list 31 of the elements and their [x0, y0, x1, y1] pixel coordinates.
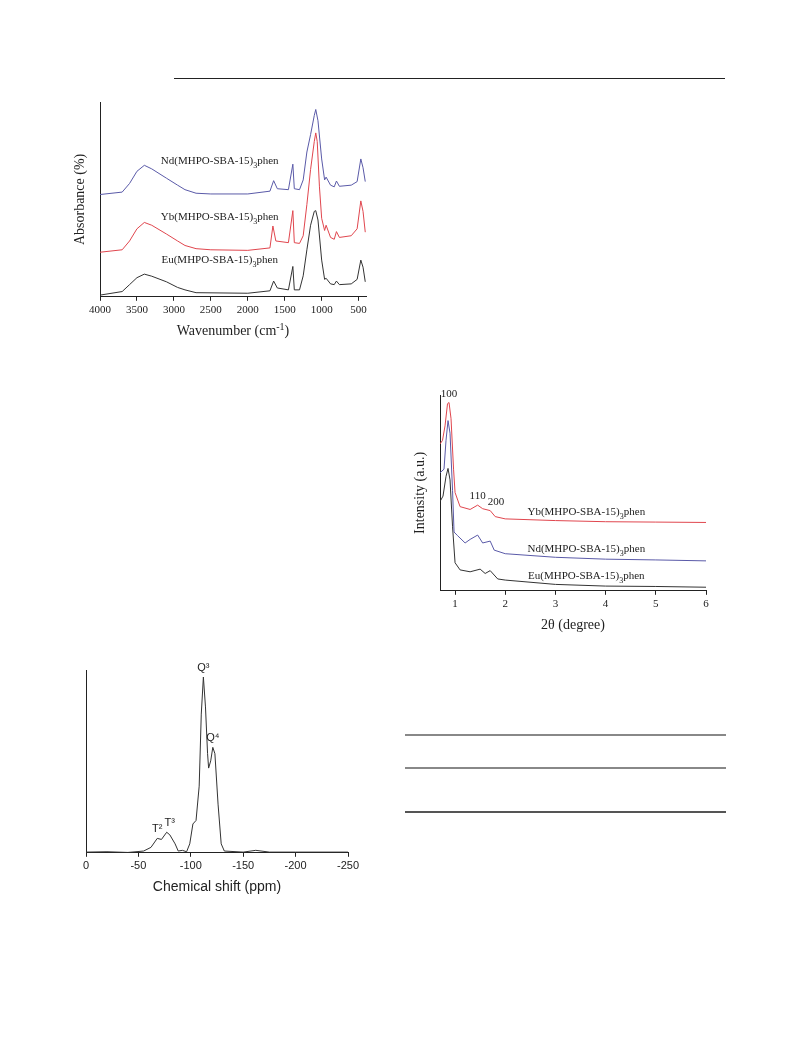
x-tick-label: 3 — [552, 597, 559, 610]
annotation: 100 — [440, 386, 458, 399]
x-tick-label: -100 — [179, 859, 202, 872]
x-tick-label: 0 — [82, 859, 90, 872]
x-tick-label: 2500 — [199, 303, 223, 316]
x-tick-label: 1 — [452, 597, 458, 610]
x-tick-label: 3000 — [162, 303, 186, 316]
x-tick-label: 6 — [703, 597, 710, 610]
y-axis-title: Intensity (a.u.) — [412, 451, 428, 534]
x-tick-label: 5 — [653, 597, 660, 610]
x-tick-label: 3500 — [125, 303, 149, 316]
x-tick-label: -50 — [130, 859, 147, 872]
y-axis-title: Absorbance (%) — [72, 153, 88, 246]
annotation: Q³ — [197, 661, 210, 674]
x-tick-label: 1000 — [310, 303, 334, 316]
annotation: T³ — [164, 816, 176, 829]
annotation: 110 — [469, 489, 487, 502]
x-tick-label: 2000 — [236, 303, 260, 316]
annotation: 200 — [487, 494, 505, 507]
annotation: Q⁴ — [206, 731, 220, 744]
x-tick-label: 1500 — [273, 303, 297, 316]
x-tick-label: 4000 — [89, 303, 112, 316]
x-axis-title: 2θ (degree) — [541, 616, 606, 633]
x-tick-label: -150 — [232, 859, 255, 872]
x-tick-label: 4 — [602, 597, 609, 610]
x-tick-label: 500 — [350, 303, 368, 316]
x-tick-label: 2 — [502, 597, 508, 610]
annotation: T² — [152, 822, 163, 835]
x-tick-label: -200 — [284, 859, 307, 872]
x-axis-title: Chemical shift (ppm) — [152, 877, 282, 894]
x-tick-label: -250 — [336, 859, 360, 872]
